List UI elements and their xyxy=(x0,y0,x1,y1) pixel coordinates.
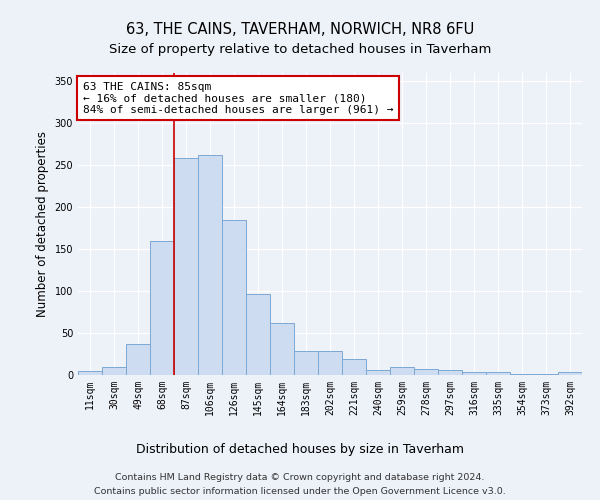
Bar xyxy=(294,350,318,375)
Bar xyxy=(318,350,342,375)
Bar xyxy=(198,155,222,375)
Bar xyxy=(366,370,390,375)
Text: 63 THE CAINS: 85sqm
← 16% of detached houses are smaller (180)
84% of semi-detac: 63 THE CAINS: 85sqm ← 16% of detached ho… xyxy=(83,82,394,115)
Text: 63, THE CAINS, TAVERHAM, NORWICH, NR8 6FU: 63, THE CAINS, TAVERHAM, NORWICH, NR8 6F… xyxy=(126,22,474,38)
Bar xyxy=(534,374,558,375)
Bar xyxy=(174,158,198,375)
Bar xyxy=(462,372,486,375)
Bar xyxy=(414,369,438,375)
Bar xyxy=(126,344,150,375)
Text: Distribution of detached houses by size in Taverham: Distribution of detached houses by size … xyxy=(136,442,464,456)
Bar xyxy=(558,372,582,375)
Text: Contains HM Land Registry data © Crown copyright and database right 2024.: Contains HM Land Registry data © Crown c… xyxy=(115,472,485,482)
Bar xyxy=(438,370,462,375)
Text: Contains public sector information licensed under the Open Government Licence v3: Contains public sector information licen… xyxy=(94,488,506,496)
Bar xyxy=(270,323,294,375)
Text: Size of property relative to detached houses in Taverham: Size of property relative to detached ho… xyxy=(109,42,491,56)
Bar xyxy=(342,359,366,375)
Bar xyxy=(150,240,174,375)
Bar xyxy=(222,220,246,375)
Bar xyxy=(486,372,510,375)
Bar xyxy=(78,371,102,375)
Bar xyxy=(510,374,534,375)
Bar xyxy=(246,294,270,375)
Bar xyxy=(390,366,414,375)
Y-axis label: Number of detached properties: Number of detached properties xyxy=(36,130,49,317)
Bar xyxy=(102,366,126,375)
